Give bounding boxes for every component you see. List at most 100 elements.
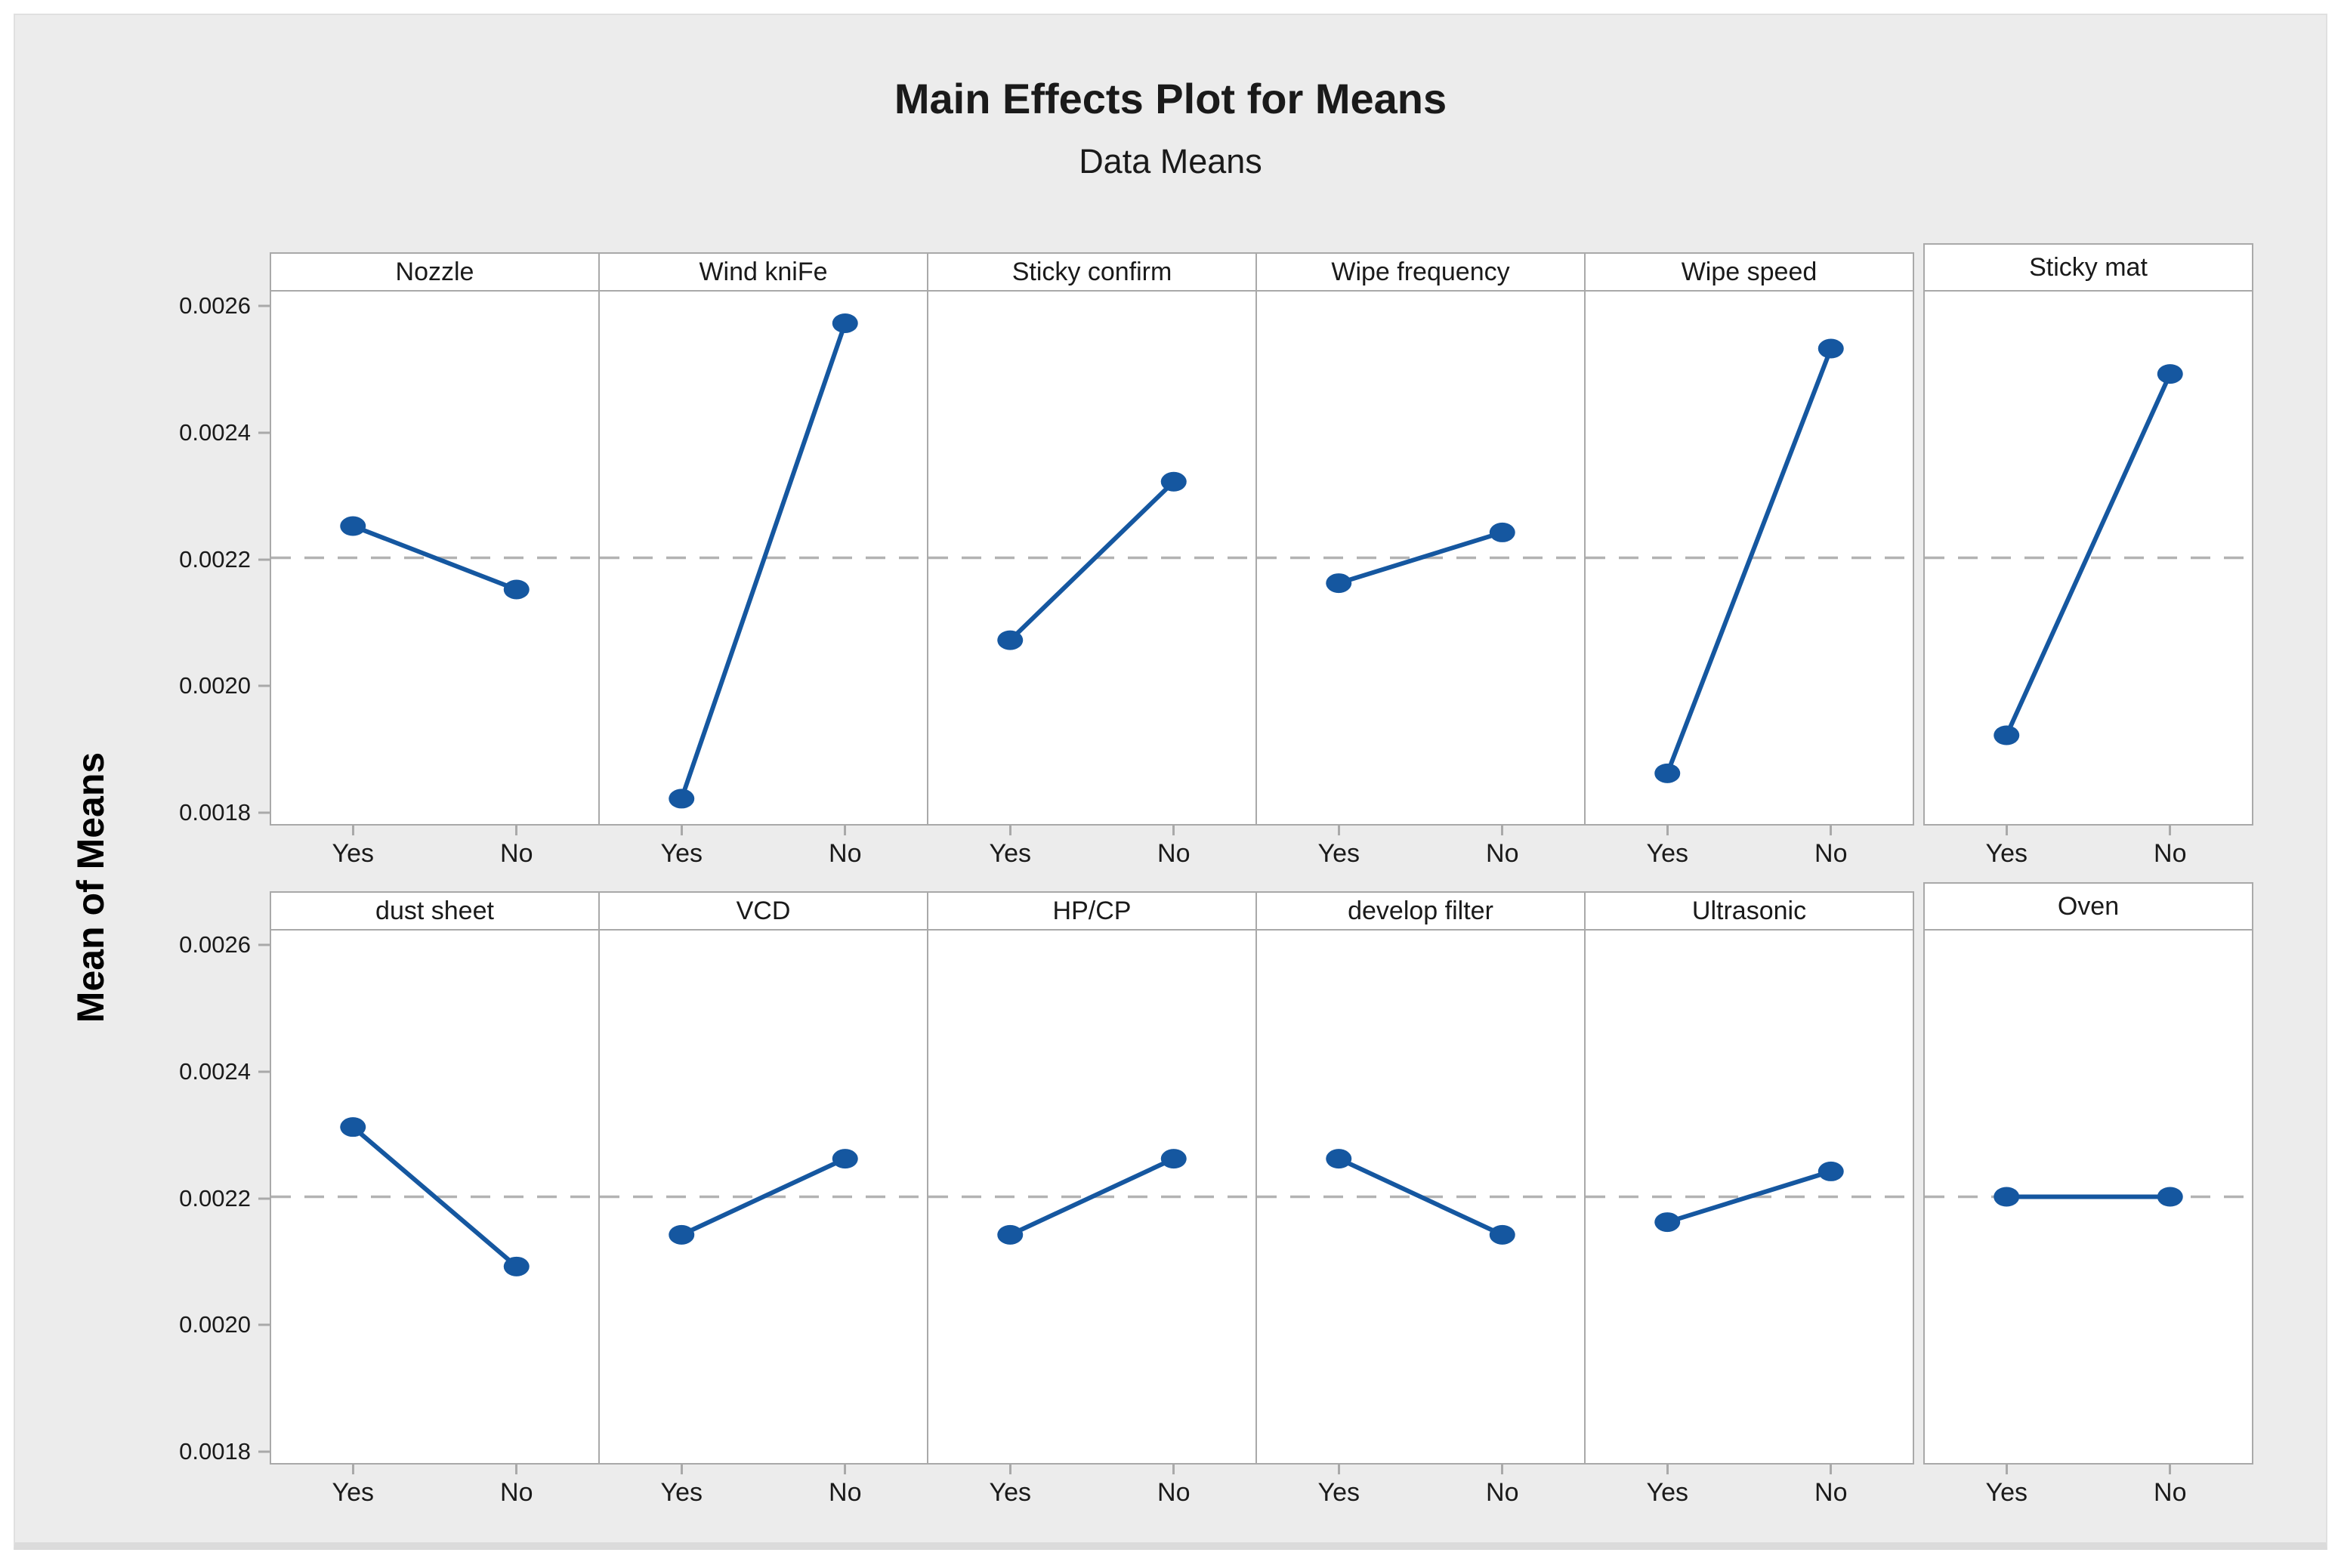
panel-x-axis: Yes No (598, 826, 928, 884)
panel-develop-filter: develop filter Yes No (1255, 891, 1586, 1523)
panel-x-axis: Yes No (270, 826, 600, 884)
panel-sticky-mat: Sticky mat Yes No (1923, 243, 2253, 884)
data-line (351, 1125, 518, 1269)
x-tick-label-no: No (1157, 1478, 1191, 1507)
data-line (352, 523, 517, 592)
panel-chart (600, 313, 927, 809)
data-point-no (832, 1149, 858, 1169)
panel-title: Wipe frequency (1331, 257, 1510, 286)
panel-x-axis: Yes No (927, 1465, 1257, 1523)
x-tick-mark (2169, 1465, 2172, 1474)
x-tick-label-no: No (2154, 839, 2187, 868)
data-line (2004, 372, 2173, 736)
panel-title: Sticky mat (2029, 252, 2148, 282)
x-tick-mark (1337, 826, 1340, 835)
data-line (1666, 1169, 1832, 1224)
data-point-yes (340, 1117, 366, 1137)
panel-chart (1586, 338, 1913, 783)
panel-title: develop filter (1348, 896, 1493, 925)
y-tick-mark (258, 684, 270, 687)
x-tick-mark (2005, 1465, 2008, 1474)
x-tick-mark (515, 1465, 518, 1474)
panel-header: Sticky confirm (927, 252, 1257, 292)
x-tick-mark (1830, 826, 1833, 835)
panel-header: VCD (598, 891, 928, 931)
panel-chart (928, 1149, 1255, 1245)
panel-title: dust sheet (375, 896, 494, 925)
y-tick-label: 0.0018 (179, 1438, 251, 1465)
panel-x-axis: Yes No (1923, 826, 2253, 884)
panel-ultrasonic: Ultrasonic Yes No (1584, 891, 1914, 1523)
y-tick-mark (258, 811, 270, 814)
panel-plot (1923, 929, 2253, 1465)
panel-sticky-confirm: Sticky confirm Yes No (927, 252, 1257, 884)
data-point-no (2157, 1187, 2183, 1207)
panel-row-bottom: dust sheet Yes No VCD Yes No HP/CP Yes No d… (270, 882, 2253, 1523)
panel-x-axis: Yes No (1923, 1465, 2253, 1523)
panel-plot (1584, 929, 1914, 1465)
x-tick-mark (680, 1465, 683, 1474)
data-point-no (1160, 471, 1187, 492)
panel-x-axis: Yes No (1584, 826, 1914, 884)
data-point-no (503, 1256, 530, 1276)
panel-x-axis: Yes No (598, 1465, 928, 1523)
x-tick-mark (1501, 1465, 1504, 1474)
y-tick-mark (258, 431, 270, 434)
x-tick-label-no: No (1157, 839, 1191, 868)
y-tick-label: 0.0018 (179, 799, 251, 826)
x-tick-mark (2169, 826, 2172, 835)
data-point-yes (997, 630, 1024, 650)
panel-plot (927, 290, 1257, 826)
x-tick-mark (1830, 1465, 1833, 1474)
data-point-no (1818, 1161, 1844, 1181)
x-tick-label-no: No (1486, 839, 1519, 868)
x-tick-label-no: No (500, 1478, 533, 1507)
panel-chart (271, 516, 598, 600)
x-tick-mark (1008, 1465, 1011, 1474)
panel-title: Oven (2057, 891, 2120, 921)
y-tick-label: 0.0024 (179, 1057, 251, 1085)
panel-chart (271, 1117, 598, 1276)
panel-header: develop filter (1255, 891, 1586, 931)
panel-plot (270, 290, 600, 826)
panel-title: Wind kniFe (699, 257, 828, 286)
x-tick-mark (844, 826, 847, 835)
x-tick-mark (1337, 1465, 1340, 1474)
x-tick-mark (1666, 1465, 1669, 1474)
data-point-yes (1326, 573, 1352, 594)
x-tick-mark (1008, 826, 1011, 835)
data-line (1338, 530, 1503, 585)
panel-header: Ultrasonic (1584, 891, 1914, 931)
data-point-yes (1326, 1149, 1352, 1169)
x-tick-mark (1666, 826, 1669, 835)
x-tick-mark (1172, 1465, 1175, 1474)
y-tick-mark (258, 1070, 270, 1073)
figure-background: Main Effects Plot for Means Data Means M… (14, 14, 2327, 1550)
panel-row-top: Nozzle Yes No Wind kniFe Yes No Sticky con… (270, 243, 2253, 884)
panel-header: HP/CP (927, 891, 1257, 931)
data-point-yes (1994, 725, 2020, 745)
panel-title: HP/CP (1052, 896, 1132, 925)
panel-plot (270, 929, 600, 1465)
y-tick-label: 0.0022 (179, 545, 251, 573)
panel-chart (600, 1149, 927, 1245)
panel-nozzle: Nozzle Yes No (270, 252, 600, 884)
x-tick-label-yes: Yes (989, 1478, 1031, 1507)
x-tick-mark (2005, 826, 2008, 835)
data-point-no (503, 579, 530, 600)
data-line (1008, 480, 1175, 642)
x-tick-label-yes: Yes (989, 839, 1031, 868)
y-tick-label: 0.0020 (179, 1311, 251, 1338)
y-tick-label: 0.0026 (179, 931, 251, 958)
data-line (680, 1156, 847, 1237)
y-axis-label: Mean of Means (69, 752, 112, 1023)
y-tick-mark (258, 1197, 270, 1199)
panel-x-axis: Yes No (1255, 826, 1586, 884)
panel-vcd: VCD Yes No (598, 891, 928, 1523)
x-tick-mark (351, 1465, 354, 1474)
panel-wipe-frequency: Wipe frequency Yes No (1255, 252, 1586, 884)
panel-title: Wipe speed (1681, 257, 1818, 286)
panel-plot (1584, 290, 1914, 826)
panel-plot (1923, 290, 2253, 826)
panel-oven: Oven Yes No (1923, 882, 2253, 1523)
